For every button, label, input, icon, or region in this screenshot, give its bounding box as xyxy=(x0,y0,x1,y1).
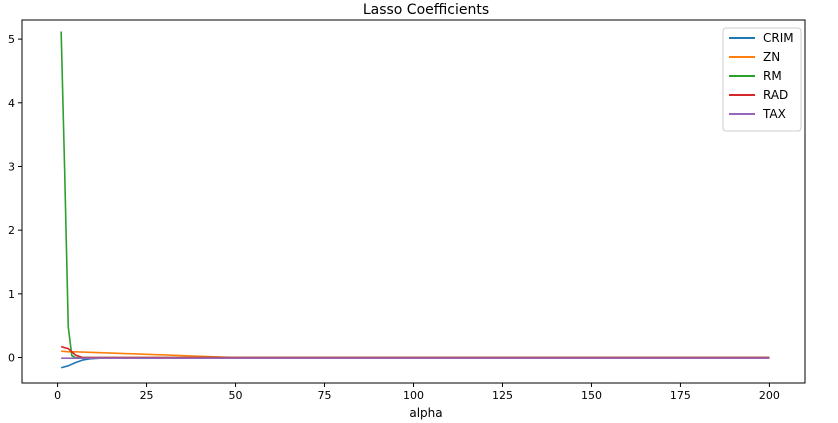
legend-label-rm: RM xyxy=(763,69,782,83)
series-line-rad xyxy=(60,345,770,359)
plot-area xyxy=(60,31,770,369)
x-tick-label: 100 xyxy=(403,389,424,402)
legend-label-zn: ZN xyxy=(763,50,780,64)
x-tick-label: 75 xyxy=(318,389,332,402)
legend: CRIM ZN RM RAD TAX xyxy=(722,27,802,132)
legend-label-tax: TAX xyxy=(762,107,786,121)
series-line-crim xyxy=(60,357,770,369)
x-tick-label: 150 xyxy=(581,389,602,402)
x-tick-label: 175 xyxy=(670,389,691,402)
y-tick-label: 5 xyxy=(8,33,15,46)
series-line-zn xyxy=(61,350,770,359)
x-tick-label: 200 xyxy=(759,389,780,402)
y-tick-label: 3 xyxy=(8,160,15,173)
legend-label-rad: RAD xyxy=(763,88,788,102)
legend-box xyxy=(722,27,802,132)
x-axis-title: alpha xyxy=(409,406,442,420)
x-tick-label: 0 xyxy=(54,389,61,402)
x-tick-label: 50 xyxy=(229,389,243,402)
y-tick-label: 2 xyxy=(8,224,15,237)
series-line-rm xyxy=(60,31,770,359)
chart-title: Lasso Coefficients xyxy=(363,2,489,18)
plot-frame xyxy=(21,19,806,384)
x-tick-label: 25 xyxy=(140,389,154,402)
y-tick-label: 4 xyxy=(8,97,15,110)
y-tick-label: 1 xyxy=(8,288,15,301)
x-tick-label: 125 xyxy=(492,389,513,402)
axes: 0 25 50 75 100 125 150 175 200 0 1 2 3 4 5 xyxy=(8,19,806,402)
legend-label-crim: CRIM xyxy=(763,31,794,45)
y-tick-label: 0 xyxy=(8,352,15,365)
